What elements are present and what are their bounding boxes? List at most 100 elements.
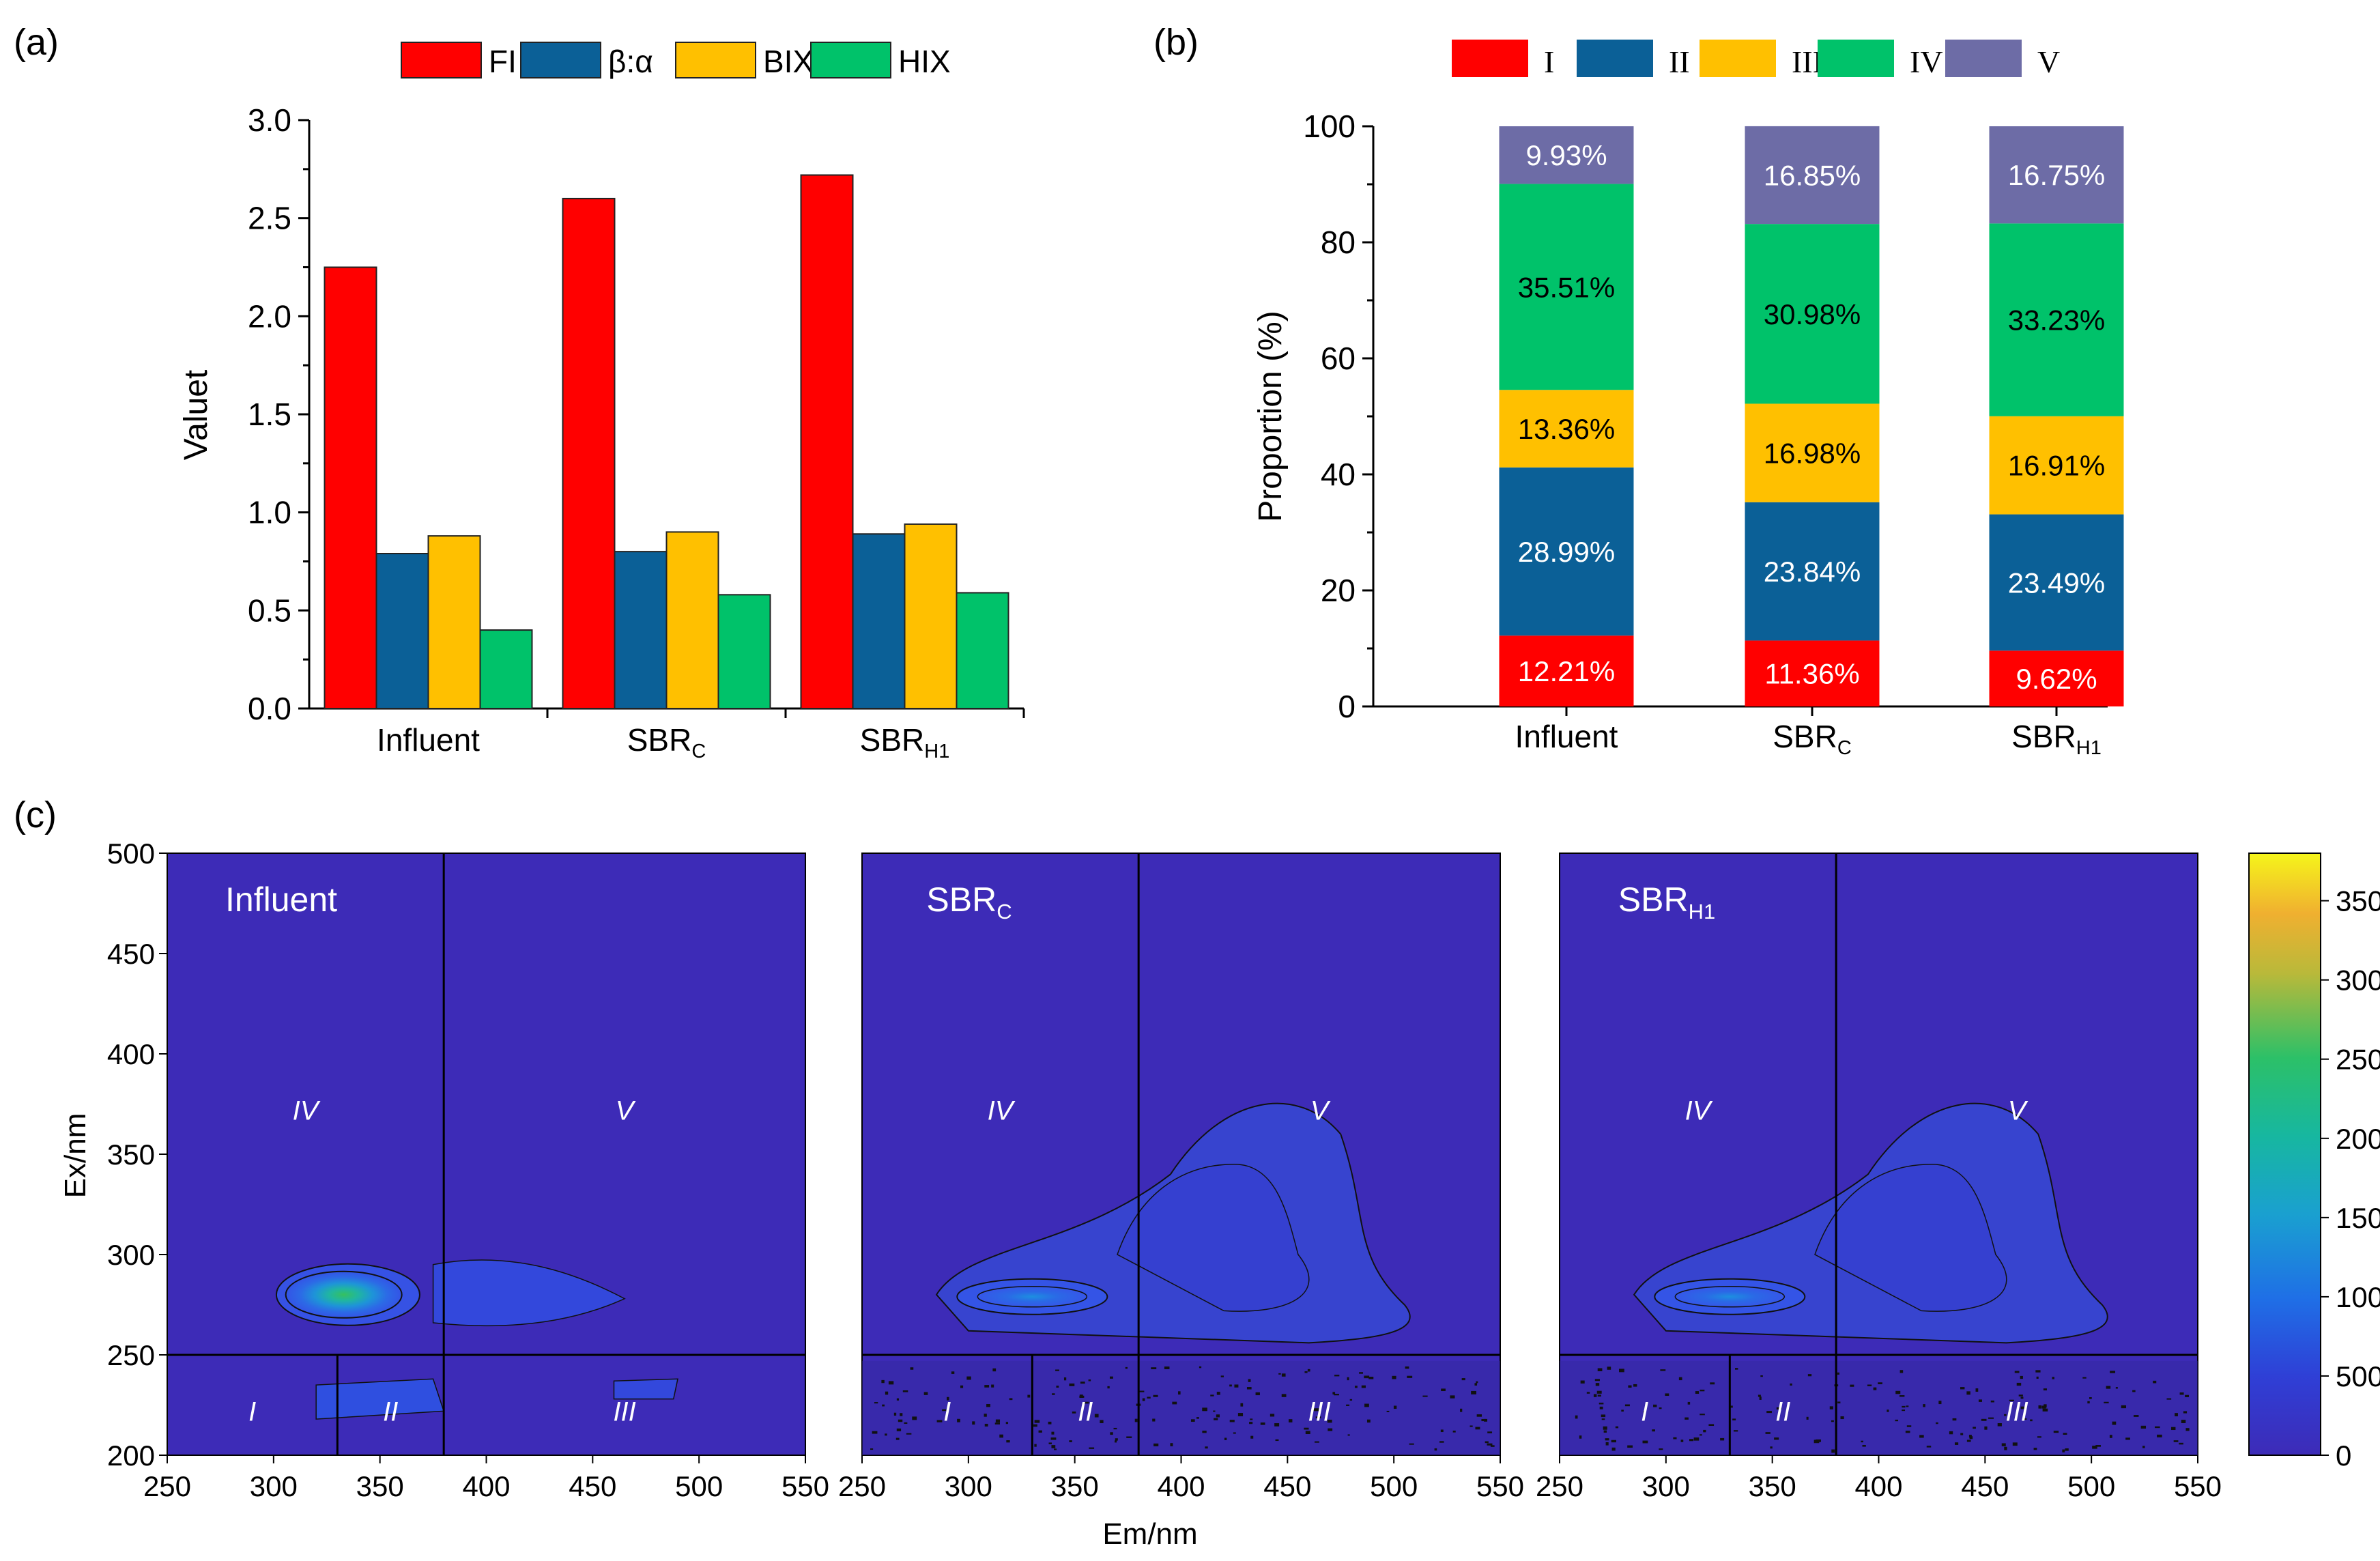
noise-speck: [1152, 1418, 1156, 1422]
x-tick-label-c: 500: [2067, 1470, 2115, 1502]
y-tick-label-a: 0.0: [248, 691, 291, 726]
noise-speck: [2155, 1426, 2160, 1429]
noise-speck: [1080, 1381, 1085, 1384]
noise-speck: [1164, 1366, 1170, 1370]
x-tick-label-c: 250: [143, 1470, 191, 1502]
noise-speck: [1659, 1448, 1663, 1450]
noise-speck: [1960, 1433, 1964, 1435]
data-label-b: 30.98%: [1764, 298, 1861, 330]
noise-speck: [1760, 1375, 1763, 1377]
noise-speck: [1975, 1388, 1979, 1392]
noise-speck: [2185, 1394, 2190, 1398]
noise-speck: [991, 1384, 994, 1388]
noise-speck: [1603, 1430, 1607, 1433]
legend-label-b: IV: [1910, 44, 1943, 79]
noise-speck: [1009, 1398, 1013, 1401]
noise-speck: [2109, 1435, 2112, 1438]
noise-speck: [1765, 1432, 1770, 1434]
noise-speck: [1906, 1425, 1912, 1427]
data-label-b: 28.99%: [1518, 536, 1615, 568]
panel-b: (b) I II III IV V Proportion (%) 02040608010…: [1153, 22, 2124, 759]
noise-speck: [2173, 1440, 2179, 1442]
noise-speck: [1347, 1434, 1350, 1436]
noise-speck: [1735, 1368, 1738, 1370]
y-tick-label-b: 0: [1338, 689, 1356, 724]
noise-speck: [1452, 1430, 1456, 1433]
noise-speck: [1861, 1440, 1863, 1443]
noise-speck: [1307, 1369, 1310, 1372]
noise-speck: [966, 1376, 971, 1380]
noise-speck: [1627, 1445, 1633, 1448]
noise-speck: [1906, 1405, 1909, 1407]
noise-speck: [1476, 1381, 1478, 1384]
bar-segment-b-V: [1745, 126, 1880, 225]
noise-speck: [912, 1416, 917, 1420]
noise-speck: [1700, 1389, 1705, 1392]
fluorescence-hump-inner: [1814, 1163, 2007, 1312]
noise-speck: [1624, 1404, 1630, 1407]
y-tick-label-c: 500: [107, 837, 155, 870]
legend-label-a: HIX: [898, 44, 951, 79]
noise-speck: [1595, 1383, 1600, 1386]
noise-speck: [1115, 1438, 1118, 1441]
noise-speck: [1966, 1391, 1970, 1395]
noise-speck: [1281, 1373, 1286, 1377]
y-axis-label-c: Ex/nm: [59, 1113, 92, 1199]
noise-speck: [1210, 1394, 1214, 1397]
x-tick-label-c: 250: [838, 1470, 886, 1502]
noise-speck: [1734, 1430, 1738, 1432]
noise-speck: [992, 1368, 997, 1372]
data-label-b: 16.91%: [2008, 450, 2105, 482]
noise-speck: [1774, 1437, 1779, 1440]
noise-speck: [2115, 1387, 2118, 1389]
noise-speck: [1469, 1425, 1473, 1427]
noise-speck: [1050, 1437, 1057, 1440]
noise-speck: [1887, 1409, 1889, 1412]
noise-speck: [1055, 1369, 1059, 1371]
noise-speck: [1652, 1429, 1655, 1432]
noise-speck: [1439, 1441, 1444, 1443]
noise-speck: [1758, 1394, 1761, 1397]
noise-speck: [1837, 1372, 1839, 1375]
noise-speck: [895, 1437, 900, 1440]
map-title: Influent: [225, 880, 337, 919]
noise-speck: [2042, 1408, 2048, 1412]
region-label-V: V: [2008, 1095, 2028, 1126]
noise-speck: [1366, 1419, 1371, 1423]
noise-speck: [2035, 1370, 2041, 1373]
region-label-I: I: [248, 1397, 256, 1427]
noise-speck: [1153, 1394, 1158, 1397]
x-tick-label-c: 550: [782, 1470, 829, 1502]
x-tick-label-b: SBRC: [1773, 719, 1852, 759]
noise-speck: [2030, 1419, 2033, 1422]
noise-speck: [1349, 1399, 1353, 1401]
noise-speck: [1392, 1375, 1396, 1379]
noise-speck: [1224, 1437, 1227, 1440]
noise-speck: [1334, 1375, 1340, 1377]
noise-speck: [1153, 1443, 1159, 1446]
noise-speck: [1678, 1377, 1682, 1381]
noise-speck: [1334, 1394, 1339, 1396]
y-tick-label-c: 350: [107, 1138, 155, 1171]
noise-speck: [1603, 1426, 1607, 1430]
noise-speck: [2125, 1437, 2130, 1440]
region-label-III: III: [613, 1397, 635, 1427]
bars-a: [324, 174, 1009, 710]
noise-speck: [1665, 1393, 1669, 1397]
noise-speck: [1072, 1412, 1076, 1414]
noise-speck: [1233, 1432, 1236, 1434]
noise-speck: [885, 1391, 889, 1395]
noise-speck: [1409, 1443, 1414, 1445]
x-tick-label-c: 550: [1476, 1470, 1524, 1502]
noise-speck: [2134, 1415, 2139, 1417]
noise-speck: [1304, 1427, 1309, 1430]
noise-speck: [870, 1448, 874, 1450]
noise-speck: [1673, 1437, 1677, 1440]
noise-speck: [896, 1398, 900, 1401]
noise-speck: [2012, 1442, 2018, 1446]
noise-speck: [1490, 1445, 1495, 1447]
noise-speck: [1759, 1397, 1762, 1400]
noise-speck: [999, 1434, 1003, 1438]
data-label-b: 16.98%: [1764, 438, 1861, 470]
x-tick-label-c: 300: [250, 1470, 298, 1502]
